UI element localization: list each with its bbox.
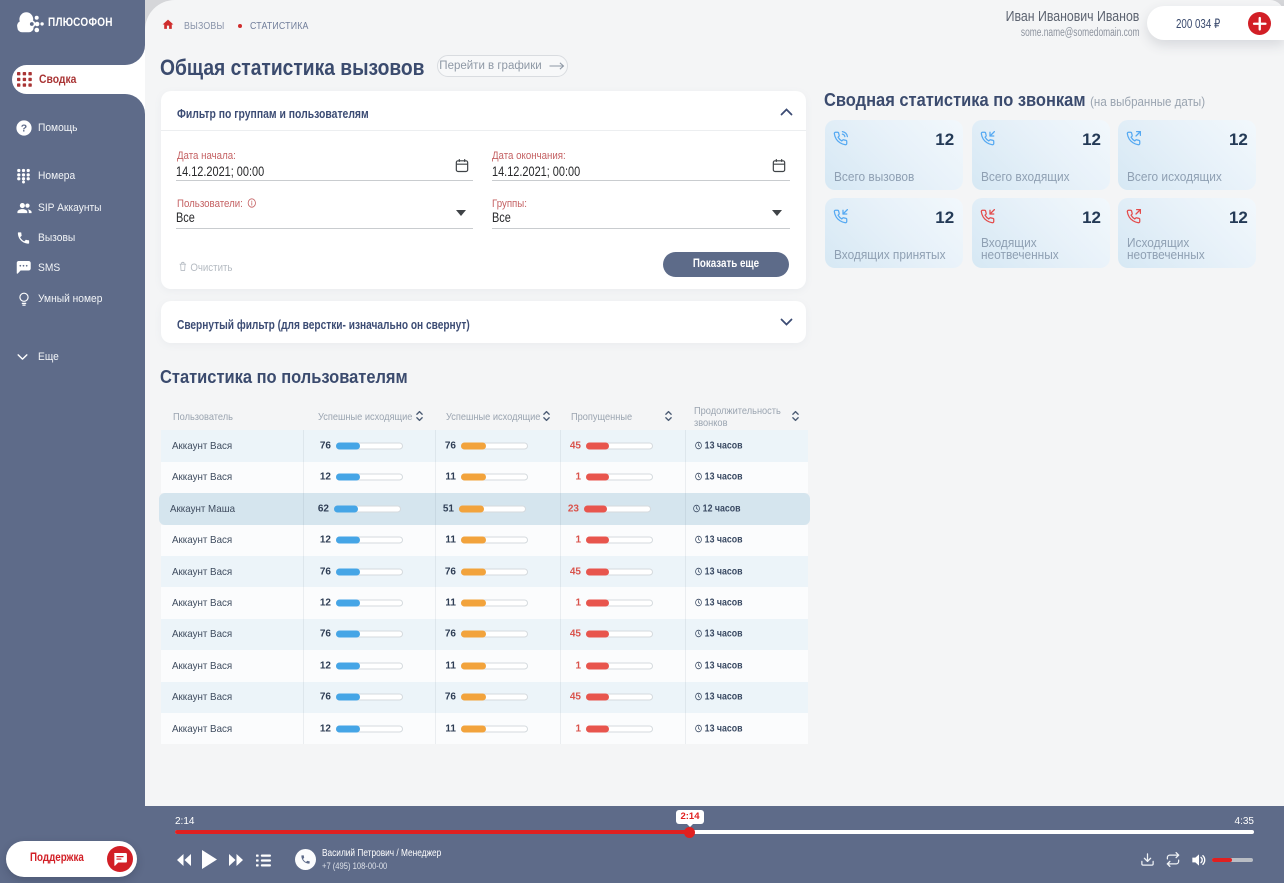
- svg-text:?: ?: [21, 123, 27, 135]
